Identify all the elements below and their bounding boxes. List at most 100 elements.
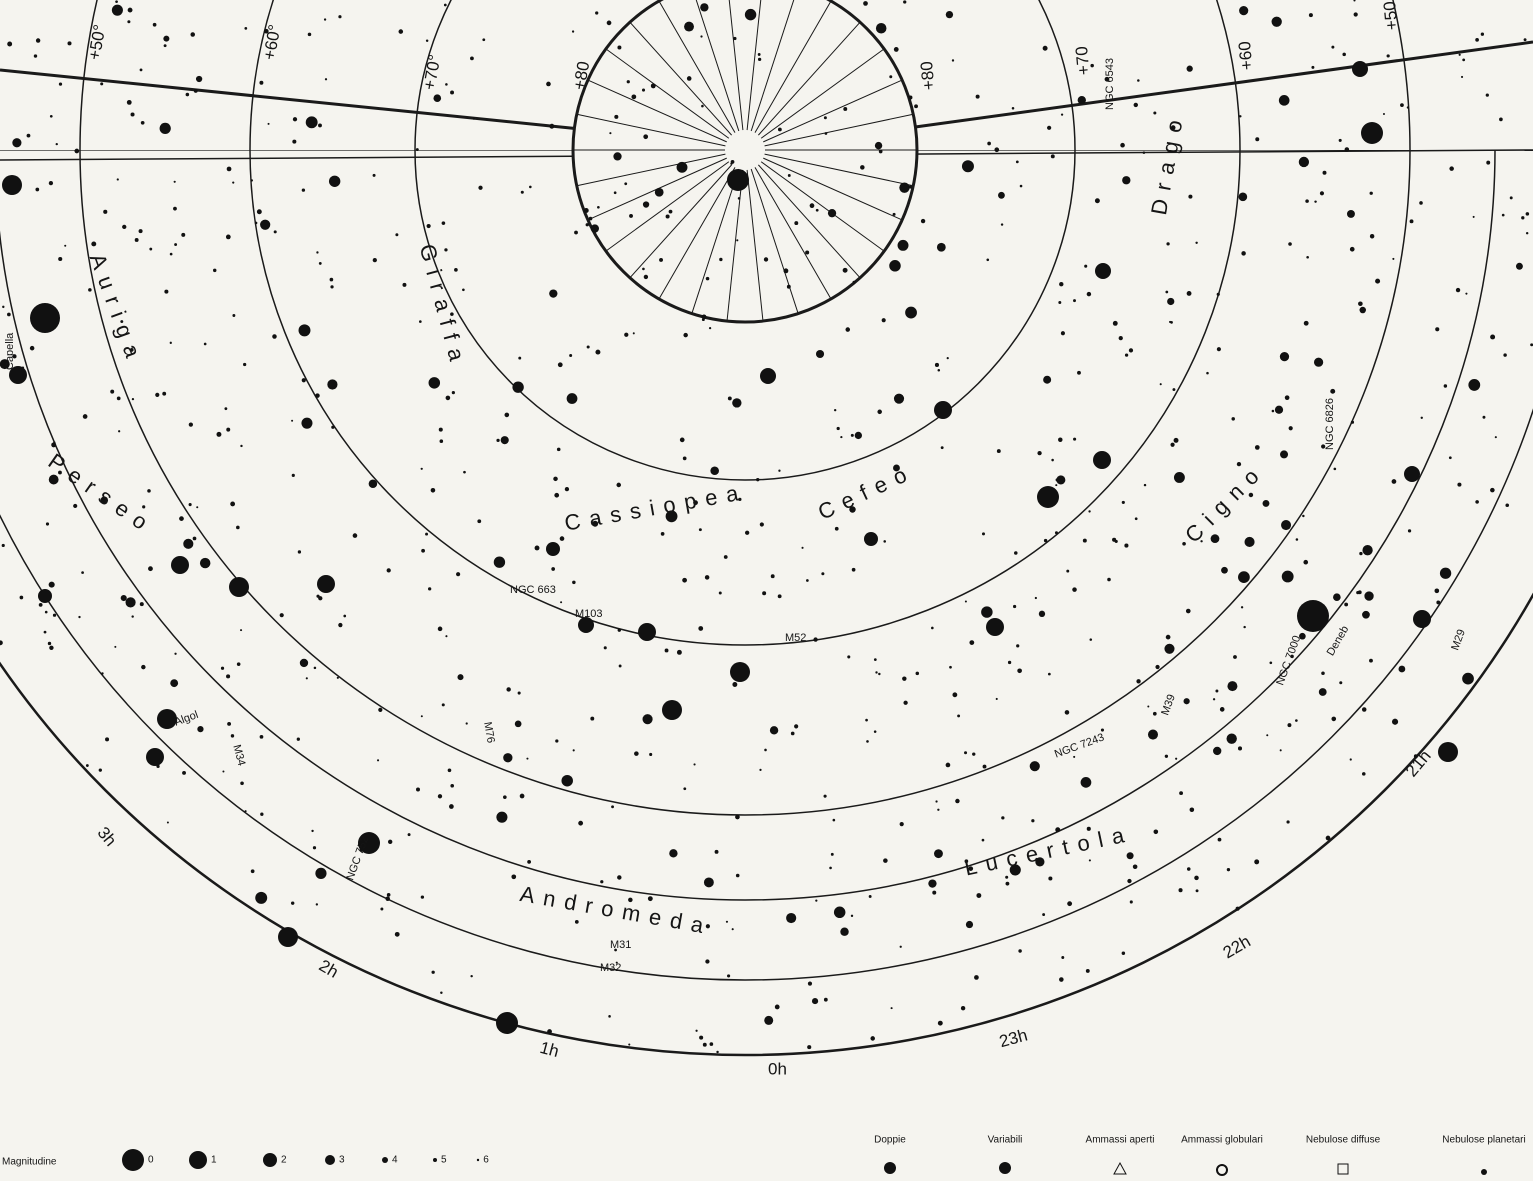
star: [1313, 357, 1324, 367]
star: [1143, 483, 1147, 487]
star: [1104, 76, 1110, 82]
star: [1147, 705, 1150, 708]
star: [851, 567, 856, 572]
star: [556, 447, 561, 452]
star: [893, 464, 900, 472]
star: [1486, 160, 1491, 165]
star: [420, 467, 423, 470]
star: [960, 1005, 966, 1011]
star: [1449, 166, 1454, 171]
star: [1121, 500, 1125, 504]
label: +60°: [260, 23, 285, 61]
star: [744, 8, 757, 21]
star: [684, 21, 694, 32]
star: [1059, 281, 1064, 287]
star: [120, 594, 127, 602]
star: [981, 838, 985, 842]
star: [1216, 292, 1220, 296]
star: [227, 721, 232, 726]
star: [945, 10, 954, 19]
star: [386, 568, 391, 573]
star: [307, 32, 312, 37]
star: [964, 600, 967, 603]
label: 21h: [1402, 747, 1435, 781]
star: [578, 820, 584, 826]
star: [801, 546, 804, 549]
legend-symbol: [1337, 1163, 1349, 1175]
legend-label: Ammassi globulari: [1181, 1135, 1263, 1146]
star: [628, 897, 633, 903]
star: [624, 332, 629, 337]
star: [292, 139, 297, 144]
star: [81, 571, 84, 574]
star: [897, 239, 909, 251]
star: [1061, 955, 1065, 959]
star: [719, 257, 723, 262]
star: [445, 635, 448, 638]
star: [1475, 37, 1479, 42]
label: NGC 752: [344, 835, 371, 882]
star: [1525, 231, 1529, 235]
label: Capella: [4, 332, 16, 370]
star: [1231, 417, 1235, 421]
star: [807, 981, 813, 986]
label: 1h: [538, 1038, 561, 1061]
star: [1134, 517, 1138, 521]
star: [131, 615, 134, 618]
star: [279, 613, 284, 618]
label: Cassiopea: [563, 479, 749, 536]
star: [1462, 58, 1466, 62]
star: [899, 182, 910, 193]
star: [762, 591, 767, 596]
star: [843, 107, 848, 111]
star: [1358, 301, 1363, 307]
star: [419, 320, 422, 323]
star: [908, 185, 913, 189]
star: [949, 665, 952, 669]
star: [1243, 625, 1246, 629]
star: [889, 75, 893, 79]
legend: Magnitudine 0 1 2 3 4 5 6 Doppie Variabili Ammassi…: [2, 1135, 1526, 1176]
hour-line: [758, 164, 861, 279]
star: [196, 506, 199, 509]
star: [164, 289, 169, 294]
star: [704, 575, 710, 580]
star: [1, 543, 5, 548]
star: [182, 771, 186, 775]
star: [732, 398, 742, 408]
star: [313, 666, 317, 670]
label: M29: [1449, 628, 1468, 652]
star: [1038, 610, 1046, 618]
star: [125, 597, 136, 608]
star: [823, 116, 827, 120]
star: [2, 305, 5, 309]
star: [1413, 754, 1418, 759]
star: [1274, 405, 1284, 414]
star: [1066, 569, 1070, 573]
star: [1254, 859, 1260, 865]
star: [35, 187, 40, 192]
star: [477, 519, 482, 524]
star: [549, 289, 558, 298]
star: [1073, 299, 1076, 303]
star: [224, 407, 228, 411]
star: [338, 622, 343, 628]
star: [903, 700, 908, 705]
star: [181, 232, 186, 237]
hour-line: [576, 113, 726, 147]
star: [1164, 754, 1169, 758]
star: [1118, 335, 1123, 341]
star: [439, 439, 444, 443]
star: [777, 127, 782, 132]
hour-line: [691, 168, 740, 314]
star: [482, 38, 486, 42]
star: [940, 446, 944, 450]
star: [1170, 125, 1176, 130]
hour-line: [831, 0, 1198, 1]
star: [606, 20, 612, 26]
star: [1090, 63, 1094, 68]
hour-line: [605, 161, 730, 252]
star: [1172, 388, 1176, 392]
star: [1186, 291, 1192, 296]
star: [935, 800, 938, 803]
